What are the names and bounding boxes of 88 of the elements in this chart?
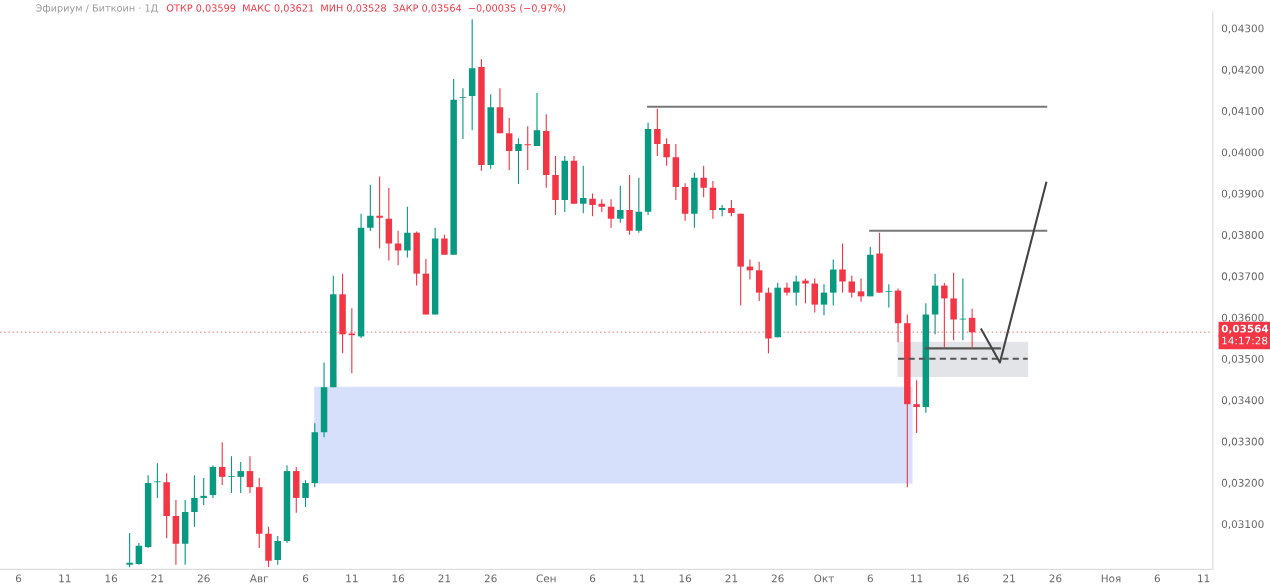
- candlestick: [126, 532, 133, 568]
- x-tick-label: 21: [151, 574, 164, 583]
- chart-title: Эфириум / Биткоин · 1Д: [36, 4, 158, 14]
- candlestick: [154, 462, 161, 499]
- candlestick: [459, 87, 467, 140]
- x-tick-label: 26: [484, 574, 497, 583]
- candlestick: [302, 479, 309, 508]
- candlestick: [792, 275, 800, 306]
- candlestick: [635, 177, 643, 234]
- x-tick-label: 6: [1154, 574, 1160, 583]
- x-tick-label: 26: [197, 574, 210, 583]
- candlestick: [524, 125, 531, 171]
- x-tick-label: Ноя: [1101, 574, 1121, 583]
- y-tick-label: 0,03400: [1221, 396, 1264, 406]
- y-tick-label: 0,03100: [1221, 520, 1264, 530]
- candlestick: [913, 379, 920, 434]
- candlestick: [820, 283, 828, 316]
- candlestick: [367, 184, 374, 232]
- y-tick-label: 0,03500: [1221, 354, 1264, 364]
- x-tick-label: 6: [589, 574, 596, 583]
- candlestick: [191, 474, 198, 528]
- y-tick-label: 0,03800: [1221, 231, 1264, 240]
- candlestick: [404, 206, 411, 259]
- x-tick-label: 6: [15, 574, 22, 583]
- candlestick: [811, 278, 818, 314]
- candlestick: [246, 455, 254, 494]
- candlestick: [950, 272, 957, 341]
- x-tick-label: 21: [438, 574, 451, 583]
- x-tick-label: 26: [771, 574, 784, 583]
- y-tick-label: 0,04000: [1221, 148, 1264, 158]
- y-tick-label: 0,03900: [1221, 189, 1264, 199]
- candlestick: [441, 234, 448, 256]
- candlestick: [830, 259, 837, 306]
- candlestick: [589, 192, 596, 217]
- candlestick: [394, 230, 402, 266]
- candlestick: [839, 242, 846, 294]
- x-tick-label: 11: [346, 574, 358, 583]
- ref-line-label: 0,03564: [1221, 324, 1269, 334]
- x-tick-label: Авг: [249, 574, 269, 583]
- candlestick: [237, 461, 244, 494]
- candlestick: [700, 165, 707, 198]
- candlestick: [755, 261, 763, 302]
- candlestick: [274, 535, 281, 566]
- y-tick-label: 0,04300: [1221, 24, 1264, 34]
- x-tick-label: 16: [679, 574, 692, 583]
- candlestick: [376, 176, 383, 249]
- candlestick: [663, 137, 670, 167]
- candlestick: [885, 283, 893, 309]
- candlestick: [709, 180, 717, 220]
- candlestick: [848, 275, 856, 299]
- candlestick: [617, 185, 624, 224]
- candlestick: [857, 278, 865, 303]
- x-tick-label: Окт: [814, 574, 834, 583]
- candlestick: [607, 198, 615, 229]
- y-tick-label: 0,03200: [1221, 478, 1264, 488]
- x-tick-label: 11: [59, 574, 71, 583]
- candlestick: [580, 165, 587, 214]
- x-tick-label: 16: [105, 574, 118, 583]
- candlestick: [626, 174, 633, 236]
- candlestick: [515, 137, 522, 185]
- candlestick: [505, 117, 513, 171]
- y-tick-label: 0,04100: [1221, 107, 1264, 117]
- chart-subtitle: ОТКР 0,03599 МАКС 0,03621 МИН 0,03528 ЗАКР 0,03564 −0,00035 (−0,97%): [166, 4, 566, 13]
- x-tick-label: 16: [392, 574, 405, 583]
- text: 14:17:28: [1222, 336, 1268, 345]
- x-tick-label: 6: [302, 574, 309, 583]
- candlestick: [654, 108, 661, 157]
- x-tick-label: 11: [911, 574, 923, 583]
- x-tick-label: 26: [1049, 574, 1062, 583]
- candlestick: [941, 282, 948, 348]
- y-tick-label: 0,03300: [1221, 437, 1264, 447]
- candlestick: [200, 477, 207, 506]
- candlestick: [218, 441, 226, 486]
- y-tick-label: 0,03600: [1221, 313, 1264, 323]
- x-tick-label: Сен: [536, 574, 556, 583]
- x-tick-label: 21: [1003, 574, 1015, 583]
- y-tick-label: 0,03700: [1221, 272, 1264, 282]
- candlestick: [135, 542, 143, 566]
- x-tick-label: 21: [725, 574, 738, 583]
- x-tick-label: 11: [1198, 574, 1210, 583]
- x-tick-label: 16: [957, 574, 969, 583]
- x-tick-label: 11: [633, 574, 645, 583]
- candlestick: [783, 282, 791, 297]
- candlestick: [802, 278, 809, 304]
- candlestick: [228, 455, 235, 494]
- y-tick-label: 0,04200: [1221, 65, 1264, 75]
- candlestick: [533, 92, 541, 147]
- x-tick-label: 6: [867, 574, 873, 583]
